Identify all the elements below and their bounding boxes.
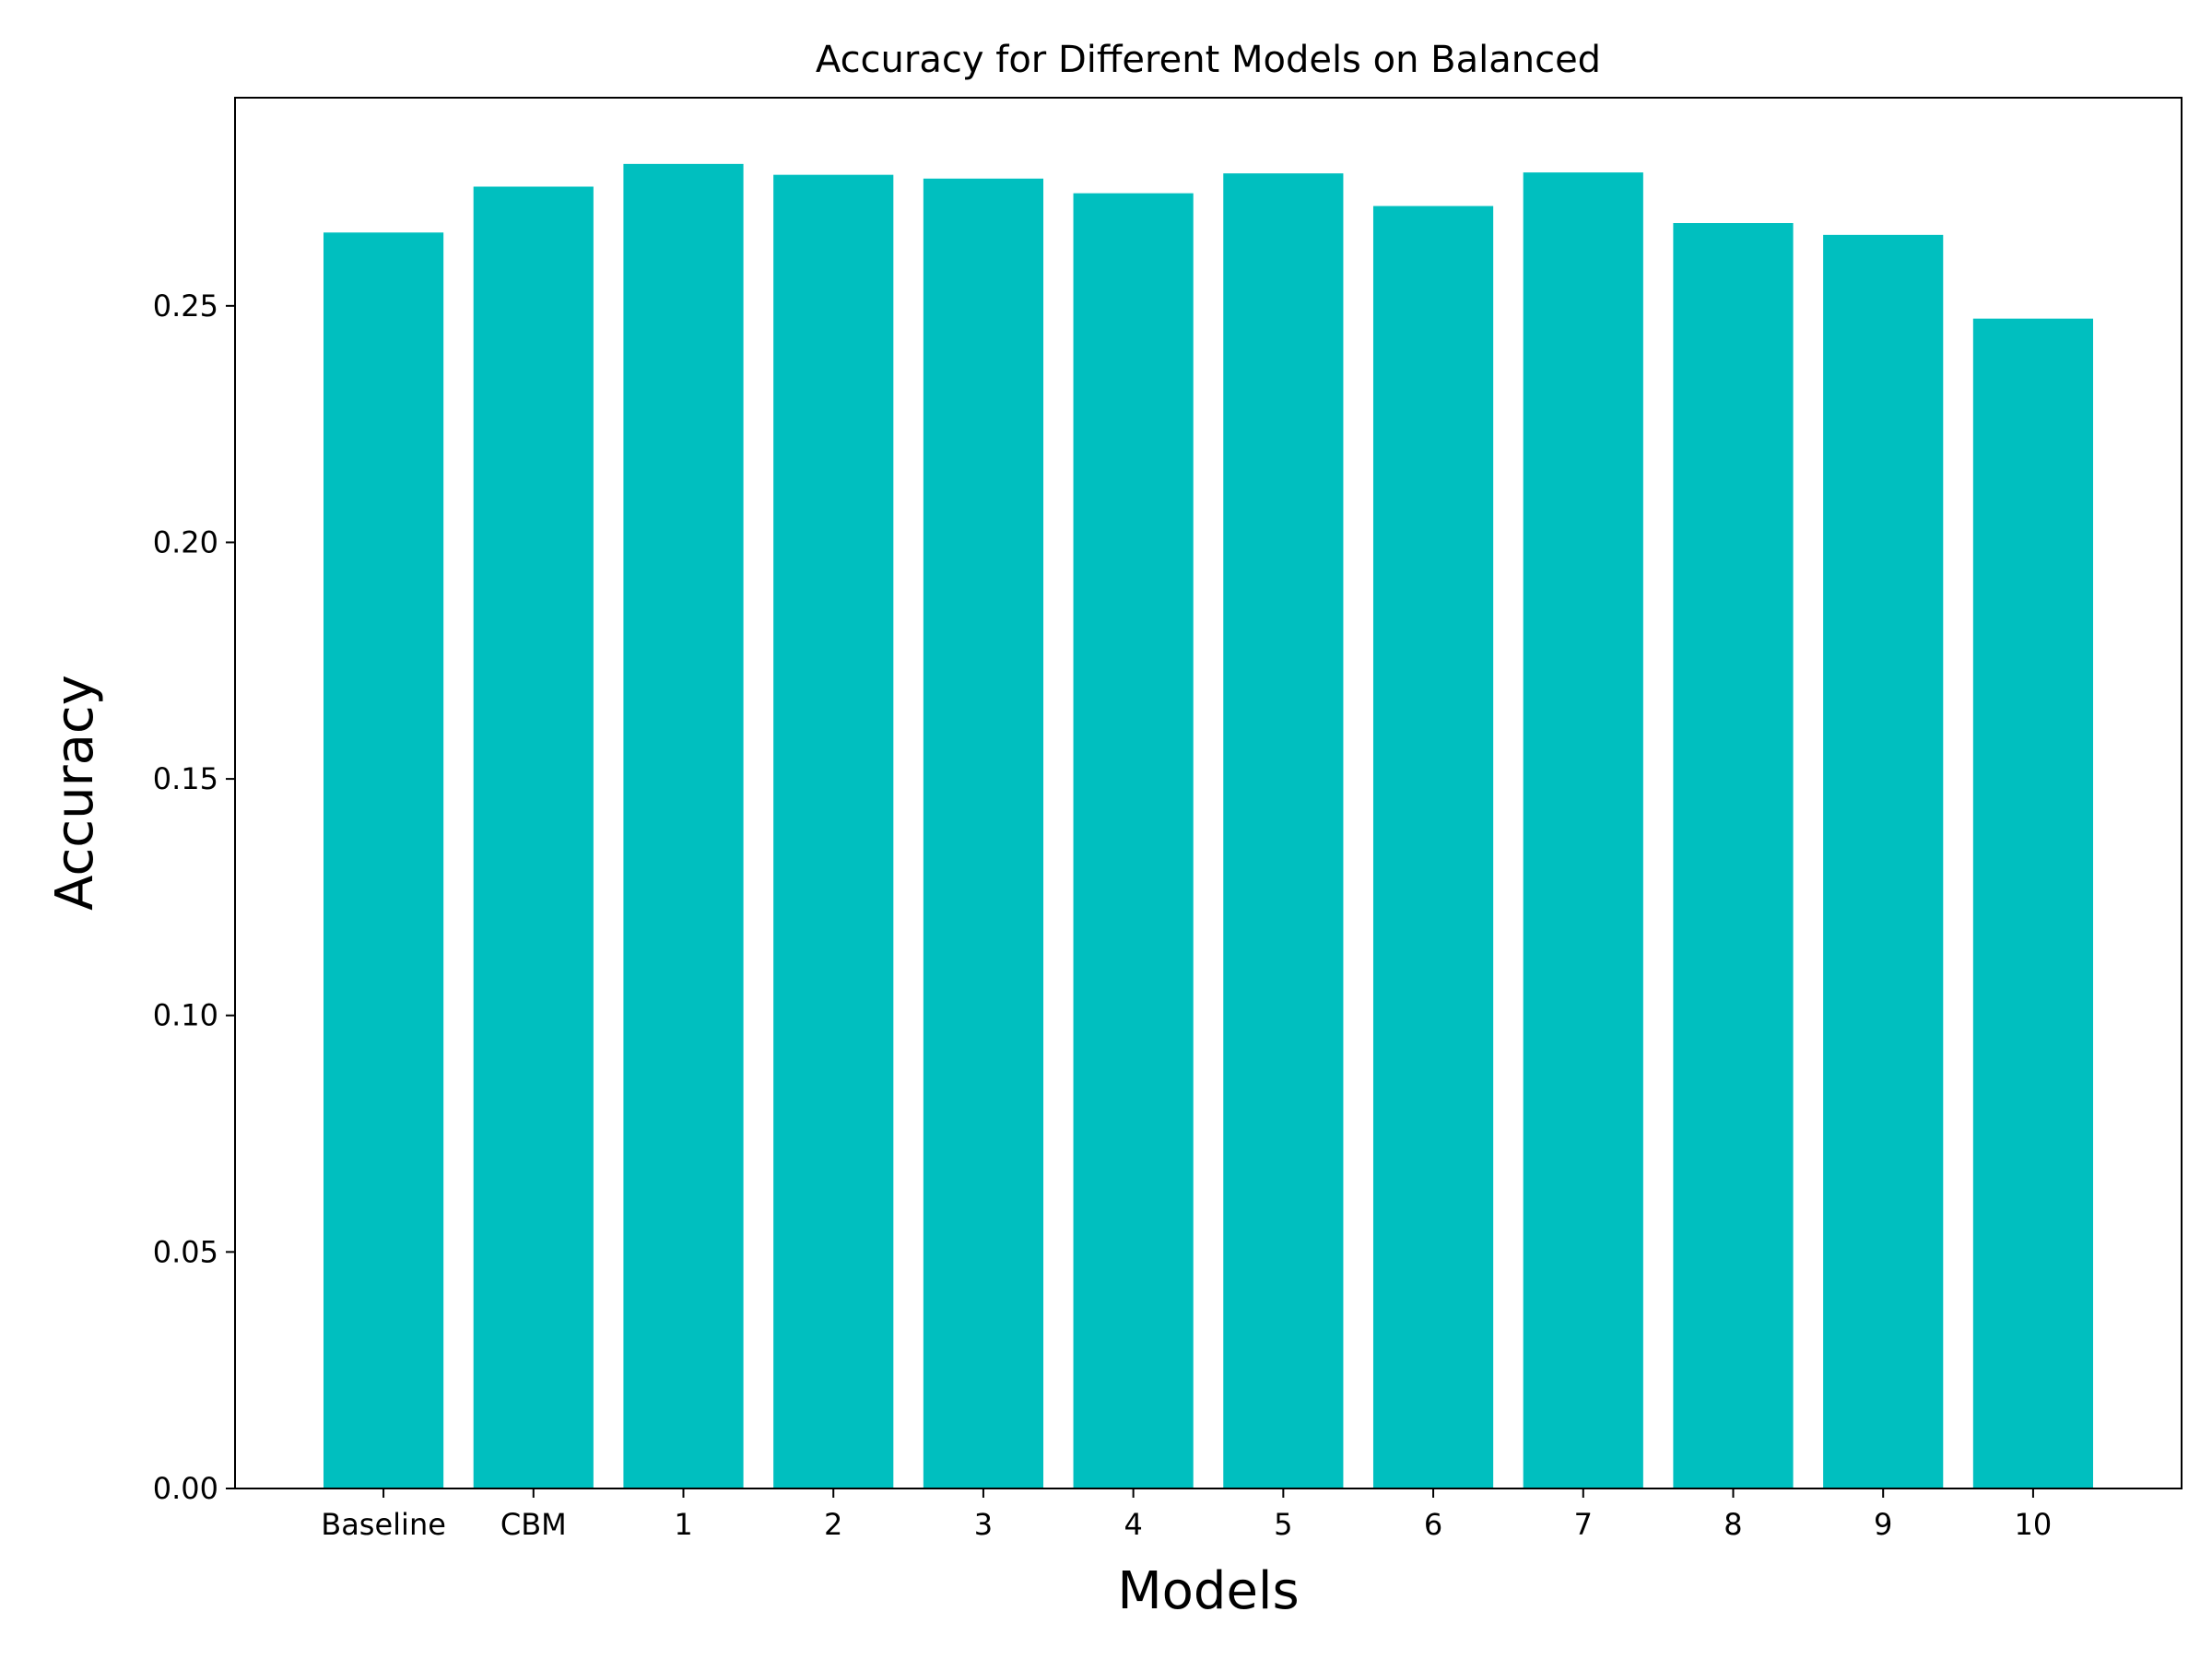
x-tick-label: 5: [1274, 1507, 1292, 1542]
y-tick-label: 0.00: [153, 1471, 218, 1506]
bar-1: [623, 163, 744, 1489]
x-tick-label: CBM: [500, 1507, 567, 1542]
bar-3: [923, 178, 1044, 1488]
bar-cbm: [473, 186, 594, 1489]
y-tick-label: 0.15: [153, 761, 218, 796]
plot-frame: [234, 97, 2183, 1489]
x-tick-label: 10: [2015, 1507, 2053, 1542]
x-tick-label: Baseline: [321, 1507, 446, 1542]
bar-5: [1223, 173, 1344, 1488]
bar-10: [1972, 318, 2093, 1489]
x-axis-title: Models: [1117, 1561, 1299, 1621]
x-tick-label: 9: [1874, 1507, 1892, 1542]
bar-4: [1073, 193, 1194, 1489]
x-tick-label: 7: [1574, 1507, 1593, 1542]
y-tick-label: 0.25: [153, 288, 218, 324]
ticks-layer: Baseline CBM 1 2 3 4 5 6 7 8 9 10 0.00 0.05 0.10 0.15 0.…: [153, 288, 2053, 1542]
x-tick-label: 6: [1424, 1507, 1442, 1542]
x-tick-label: 8: [1724, 1507, 1742, 1542]
y-tick-label: 0.10: [153, 998, 218, 1033]
y-axis-title: Accuracy: [45, 675, 105, 911]
bar-2: [773, 174, 894, 1488]
y-tick-label: 0.05: [153, 1234, 218, 1269]
bar-8: [1673, 223, 1794, 1488]
x-tick-label: 1: [674, 1507, 692, 1542]
bars-layer: [324, 163, 2093, 1489]
chart-title: Accuracy for Different Models on Balance…: [816, 39, 1601, 81]
bar-7: [1523, 172, 1643, 1489]
bar-9: [1823, 234, 1944, 1489]
bar-6: [1372, 206, 1494, 1488]
y-tick-label: 0.20: [153, 524, 218, 559]
x-tick-label: 2: [824, 1507, 842, 1542]
x-tick-label: 3: [974, 1507, 993, 1542]
x-tick-label: 4: [1124, 1507, 1142, 1542]
bar-baseline: [324, 232, 444, 1488]
